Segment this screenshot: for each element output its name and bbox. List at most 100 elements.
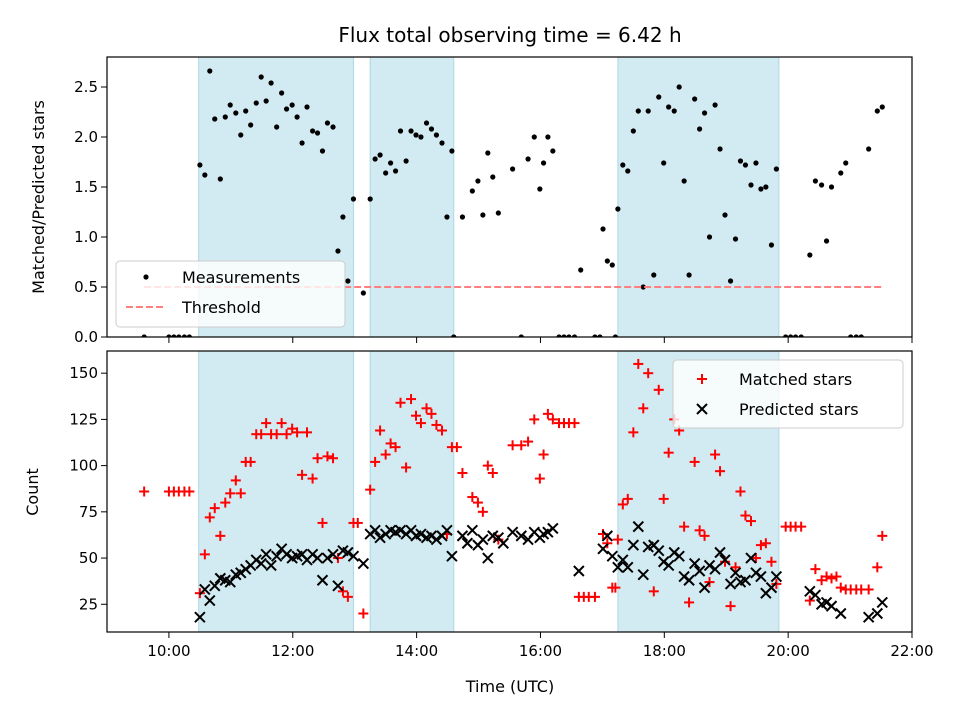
y-tick-label: 2.0 [74, 128, 98, 146]
y-tick-label: 125 [69, 410, 98, 428]
y-tick-label: 100 [69, 457, 98, 475]
measurement-point [737, 158, 744, 164]
matched-point [638, 403, 649, 414]
measurement-point [428, 126, 435, 132]
measurement-point [874, 108, 880, 114]
matched-point [317, 517, 328, 528]
matched-point [633, 358, 644, 369]
bottom-legend: Matched stars Predicted stars [672, 359, 904, 429]
legend-matched-label: Matched stars [739, 370, 852, 389]
measurement-point [604, 258, 610, 264]
measurement-point [671, 108, 677, 114]
predicted-point [224, 576, 236, 588]
matched-point [365, 484, 376, 495]
matched-point [337, 586, 348, 597]
matched-point [863, 584, 874, 595]
plot-area [141, 57, 885, 337]
matched-point [375, 425, 386, 436]
matched-point [139, 486, 150, 497]
axes-frame [106, 350, 913, 633]
measurement-point [858, 334, 864, 337]
matched-point [628, 427, 639, 438]
matched-point [699, 530, 710, 541]
measurement-point [509, 166, 516, 172]
measurement-point [345, 278, 351, 284]
predicted-point [755, 570, 767, 583]
predicted-point [825, 600, 838, 612]
measurement-point [475, 178, 481, 184]
measurement-point [181, 334, 188, 337]
measurement-point [222, 114, 228, 120]
measurement-point [701, 110, 708, 116]
measurement-point [299, 140, 305, 146]
matched-point [835, 582, 846, 593]
measurement-point [233, 110, 239, 116]
measurement-point [335, 248, 341, 254]
measurement-point [645, 108, 651, 114]
measurement-point [692, 96, 698, 102]
measurement-point [635, 108, 641, 114]
matched-point [457, 468, 468, 479]
matched-point [415, 418, 426, 429]
matched-point [766, 556, 777, 567]
measurement-point [537, 186, 543, 192]
y-tick-label: 25 [79, 595, 98, 613]
measurement-point [350, 196, 357, 202]
predicted-point [724, 578, 737, 590]
measurement-point [202, 172, 208, 178]
predicted-point [765, 581, 778, 594]
matched-point [261, 418, 272, 429]
matched-point [380, 449, 391, 460]
measurement-point [550, 148, 556, 154]
measurement-point [197, 162, 203, 168]
measurement-point [469, 188, 475, 194]
predicted-point [477, 533, 489, 546]
matched-point [220, 497, 231, 508]
matched-point [230, 475, 241, 486]
matched-point [653, 384, 664, 395]
measurement-point [640, 284, 646, 290]
measurement-point [625, 168, 631, 174]
measurement-point [722, 212, 728, 218]
matched-point [307, 473, 318, 484]
matched-point [507, 440, 518, 451]
predicted-point [612, 561, 624, 574]
matched-point [719, 556, 730, 567]
measurement-point [314, 130, 321, 136]
measurement-point [792, 334, 799, 337]
matched-point [617, 499, 628, 510]
matched-point [312, 453, 323, 464]
matched-point [235, 488, 246, 499]
matched-point [271, 429, 282, 440]
measurement-point [666, 104, 672, 110]
predicted-point [770, 570, 783, 583]
predicted-point [653, 544, 665, 557]
predicted-point [321, 552, 334, 564]
observing-window-1 [369, 57, 455, 337]
matched-point [401, 462, 412, 473]
matched-point [358, 608, 369, 619]
matched-point [256, 429, 267, 440]
matched-point [276, 418, 287, 429]
measurement-point [324, 120, 331, 126]
matched-point [710, 449, 721, 460]
measurement-point [403, 158, 409, 164]
measurement-point [418, 134, 424, 140]
measurement-point [433, 132, 440, 138]
measurement-point [566, 334, 572, 337]
measurement-point [388, 160, 394, 166]
predicted-point [466, 524, 479, 537]
matched-point [622, 493, 633, 504]
predicted-point [446, 550, 458, 562]
measurement-point [597, 334, 603, 337]
matched-point [472, 497, 483, 508]
predicted-point [876, 596, 888, 609]
matched-point [826, 573, 837, 584]
measurement-point [609, 262, 615, 268]
matched-point [740, 510, 751, 521]
predicted-point [327, 548, 339, 561]
measurement-point [480, 212, 486, 218]
predicted-point [332, 580, 344, 592]
measurement-point [485, 150, 491, 156]
